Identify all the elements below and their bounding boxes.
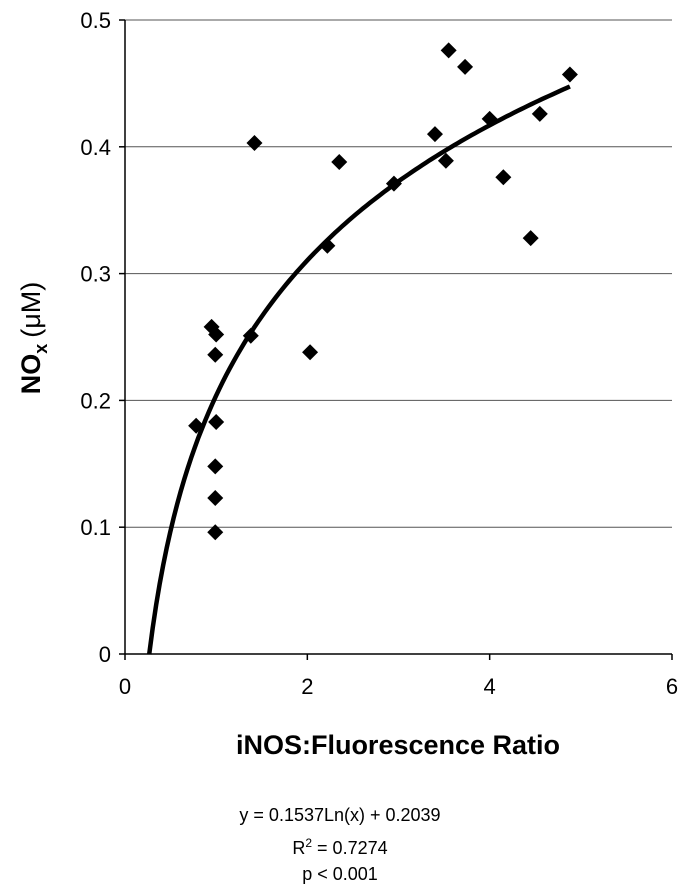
r-squared-label: R [292, 838, 306, 858]
y-tick-label: 0 [99, 642, 111, 667]
data-point-marker [319, 237, 336, 254]
data-point-marker [207, 524, 224, 541]
data-point-marker [440, 42, 457, 59]
r-squared-annotation: R2 = 0.7274 [0, 836, 680, 859]
data-point-marker [495, 169, 512, 186]
trendline [146, 84, 571, 655]
y-axis-label-unit: (μM) [16, 282, 46, 338]
x-tick-label: 0 [119, 674, 131, 699]
p-value-annotation: p < 0.001 [302, 864, 378, 884]
y-tick-labels: 0 0.1 0.2 0.3 0.4 0.5 [80, 8, 111, 667]
data-point-marker [331, 154, 348, 171]
x-tick-label: 4 [484, 674, 496, 699]
y-axis-label: NOx (μM) [16, 282, 51, 395]
data-point-marker [522, 230, 539, 247]
data-point-marker [208, 326, 225, 343]
data-point-marker [385, 175, 402, 192]
data-point-marker [437, 152, 454, 169]
y-tick-label: 0.4 [80, 135, 111, 160]
data-point-marker [208, 413, 225, 430]
axes [124, 20, 672, 655]
y-axis-label-main: NO [16, 354, 46, 395]
y-axis-label-sub: x [31, 344, 51, 354]
data-point-marker [457, 58, 474, 75]
data-point-marker [561, 66, 578, 83]
data-point-marker [207, 490, 224, 507]
y-tick-label: 0.3 [80, 262, 111, 287]
data-point-marker [426, 126, 443, 143]
r-squared-superscript: 2 [305, 836, 313, 850]
r-squared-value: = 0.7274 [312, 838, 388, 858]
data-point-marker [242, 327, 259, 344]
data-point-marker [302, 344, 319, 361]
y-tick-label: 0.1 [80, 515, 111, 540]
data-point-marker [188, 417, 205, 434]
scatter-chart: 0 0.1 0.2 0.3 0.4 0.5 0 2 4 6 iNOS:Fluorescence … [16, 8, 678, 760]
data-point-marker [531, 105, 548, 122]
data-points [188, 42, 578, 541]
x-tick-labels: 0 2 4 6 [119, 654, 678, 699]
y-tick-label: 0.2 [80, 388, 111, 413]
x-tick-label: 6 [666, 674, 678, 699]
y-tick-label: 0.5 [80, 8, 111, 33]
data-point-marker [246, 134, 263, 151]
x-tick-label: 2 [301, 674, 313, 699]
data-point-marker [207, 346, 224, 363]
regression-equation: y = 0.1537Ln(x) + 0.2039 [239, 805, 441, 825]
data-point-marker [481, 110, 498, 127]
x-axis-label: iNOS:Fluorescence Ratio [236, 730, 560, 760]
data-point-marker [207, 458, 224, 475]
gridlines [119, 19, 672, 655]
